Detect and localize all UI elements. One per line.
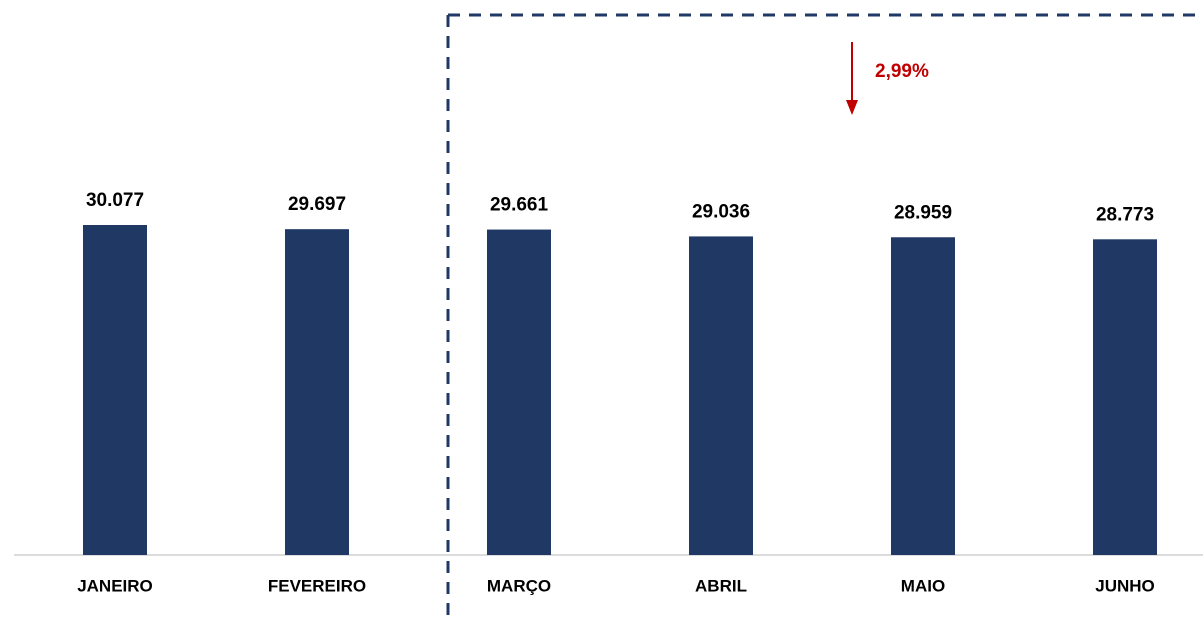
bar [891,237,955,555]
value-label: 29.036 [692,201,750,222]
x-tick-label: FEVEREIRO [268,576,366,595]
value-label: 28.773 [1096,204,1154,225]
value-label: 30.077 [86,190,144,211]
bar [689,236,753,555]
annotation: 2,99% [875,61,929,82]
x-tick-label: MAIO [901,576,945,595]
bar [1093,239,1157,555]
x-tick-label: ABRIL [695,576,747,595]
annotation-arrowhead [846,100,858,115]
x-tick-label: MARÇO [487,576,551,595]
x-tick-label: JUNHO [1095,576,1155,595]
value-label: 29.661 [490,195,549,216]
value-label: 28.959 [894,202,952,223]
value-label: 29.697 [288,194,346,215]
bar [83,225,147,555]
x-tick-label: JANEIRO [77,576,153,595]
bar [285,229,349,555]
bar [487,229,551,556]
